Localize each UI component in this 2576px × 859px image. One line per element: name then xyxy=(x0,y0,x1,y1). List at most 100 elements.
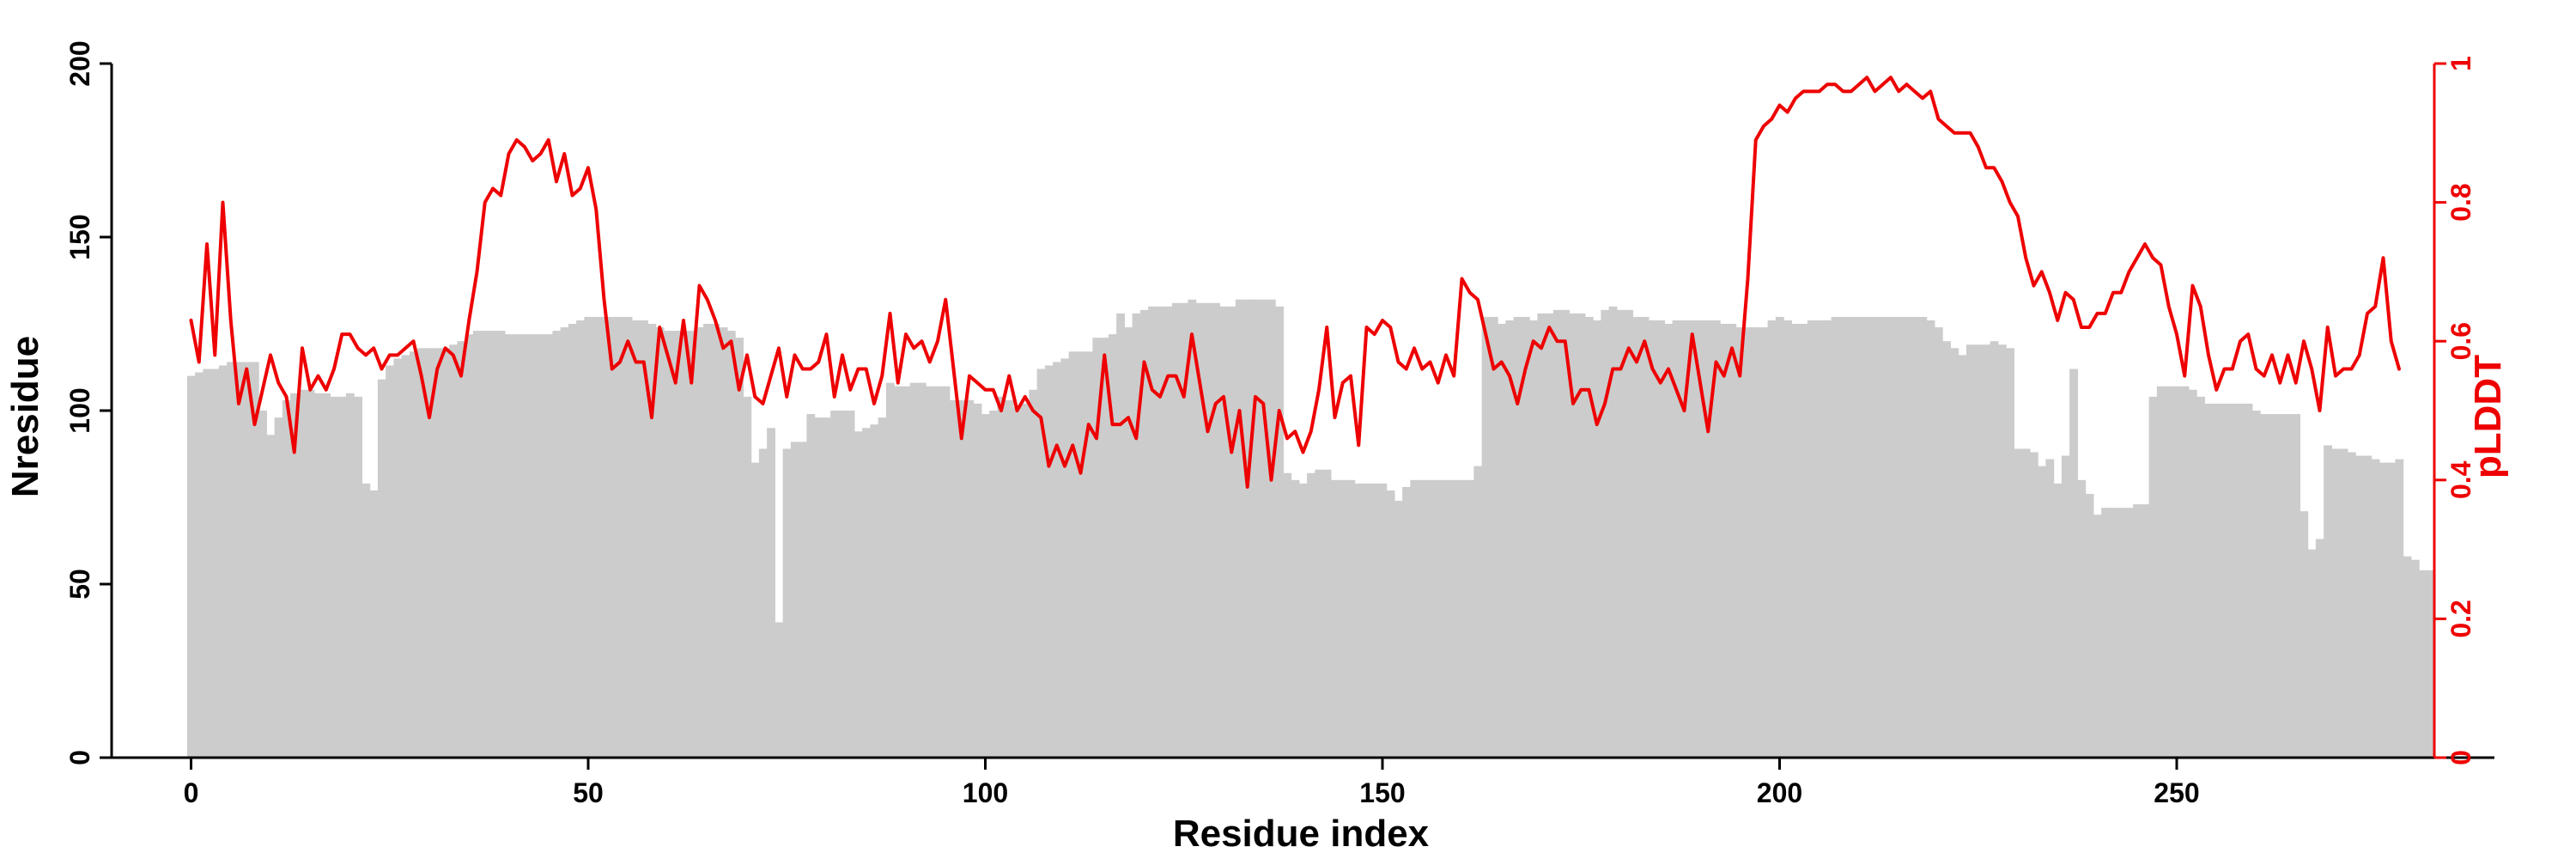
nresidue-bar xyxy=(726,331,736,758)
nresidue-bar xyxy=(1036,369,1046,758)
nresidue-bar xyxy=(1339,479,1347,758)
nresidue-bar xyxy=(576,320,585,758)
nresidue-bar xyxy=(941,386,951,758)
nresidue-bar xyxy=(894,386,902,758)
y2-tick-label: 0.8 xyxy=(2445,183,2476,221)
nresidue-bar xyxy=(1632,316,1642,758)
y-tick-label: 150 xyxy=(64,214,95,259)
nresidue-bar xyxy=(1870,316,1880,758)
nresidue-bar xyxy=(2188,389,2197,758)
nresidue-bar xyxy=(1005,399,1014,758)
nresidue-bar xyxy=(337,396,347,758)
nresidue-bar xyxy=(989,411,998,758)
nresidue-bar xyxy=(345,393,355,758)
nresidue-bar xyxy=(1521,316,1530,758)
nresidue-bar xyxy=(1434,479,1443,758)
nresidue-bar xyxy=(2124,508,2134,758)
nresidue-bar xyxy=(2204,403,2214,758)
nresidue-bar xyxy=(862,428,871,758)
nresidue-bar xyxy=(401,355,410,758)
nresidue-bar xyxy=(743,396,752,758)
nresidue-bar xyxy=(1163,306,1173,758)
nresidue-bar xyxy=(1593,320,1601,758)
nresidue-bar xyxy=(735,338,744,758)
y2-axis-title: pLDDT xyxy=(2467,355,2509,478)
nresidue-bar xyxy=(790,442,799,758)
nresidue-bar xyxy=(354,396,362,758)
nresidue-bar xyxy=(1354,483,1364,758)
nresidue-bar xyxy=(1044,365,1054,758)
nresidue-bar xyxy=(616,316,625,758)
nresidue-bar xyxy=(655,327,665,758)
nresidue-bar xyxy=(234,362,244,758)
nresidue-bar xyxy=(2077,479,2087,758)
nresidue-bar xyxy=(2307,549,2317,758)
nresidue-bar xyxy=(902,386,911,758)
nresidue-bar xyxy=(2300,511,2309,758)
nresidue-bar xyxy=(1982,344,1991,758)
nresidue-bar xyxy=(1060,358,1070,758)
nresidue-bar xyxy=(1561,309,1570,758)
nresidue-bar xyxy=(1180,302,1188,758)
nresidue-bar xyxy=(2228,403,2237,758)
nresidue-bar xyxy=(2244,403,2253,758)
nresidue-bar xyxy=(997,396,1006,758)
nresidue-bar xyxy=(1084,351,1093,758)
nresidue-bar xyxy=(846,411,855,758)
nresidue-bar xyxy=(2324,445,2332,758)
nresidue-bar xyxy=(1346,479,1356,758)
nresidue-bar xyxy=(1203,302,1212,758)
y-tick-label: 200 xyxy=(64,40,95,86)
nresidue-bar xyxy=(1195,302,1205,758)
nresidue-bar xyxy=(496,331,506,758)
nresidue-bar xyxy=(1402,486,1411,758)
nresidue-bars xyxy=(186,299,2436,758)
nresidue-bar xyxy=(933,386,943,758)
nresidue-bar xyxy=(250,362,259,758)
nresidue-bar xyxy=(2172,386,2182,758)
nresidue-bar xyxy=(393,358,403,758)
nresidue-bar xyxy=(1886,316,1896,758)
nresidue-bar xyxy=(782,448,792,758)
nresidue-bar xyxy=(822,417,831,758)
nresidue-bar xyxy=(457,341,466,758)
nresidue-bar xyxy=(306,389,315,758)
nresidue-bar xyxy=(806,414,816,758)
nresidue-bar xyxy=(568,324,577,758)
nresidue-bar xyxy=(298,389,307,758)
nresidue-bar xyxy=(711,324,720,758)
nresidue-bar xyxy=(1743,327,1753,758)
nresidue-bar xyxy=(599,316,609,758)
nresidue-bar xyxy=(520,334,530,758)
nresidue-bar xyxy=(878,417,887,758)
nresidue-bar xyxy=(2141,504,2150,758)
nresidue-bar xyxy=(481,331,489,758)
nresidue-bar xyxy=(186,375,196,758)
nresidue-bar xyxy=(1529,320,1538,758)
nresidue-bar xyxy=(623,316,633,758)
nresidue-bar xyxy=(2339,448,2348,758)
nresidue-bar xyxy=(1139,309,1149,758)
x-tick-label: 250 xyxy=(2154,777,2199,808)
nresidue-bar xyxy=(2410,559,2420,758)
nresidue-bar xyxy=(258,411,267,758)
nresidue-bar xyxy=(2260,414,2269,758)
nresidue-bar xyxy=(1759,327,1769,758)
nresidue-bar xyxy=(417,348,426,758)
nresidue-bar xyxy=(218,365,228,758)
nresidue-bar xyxy=(544,334,553,758)
nresidue-bar xyxy=(2395,459,2404,758)
nresidue-bar xyxy=(1132,313,1141,758)
nresidue-bar xyxy=(1942,341,1951,758)
nresidue-bar xyxy=(1068,351,1078,758)
nresidue-bar xyxy=(1934,327,1943,758)
nresidue-bar xyxy=(1442,479,1451,758)
nresidue-bar xyxy=(1926,320,1935,758)
nresidue-bar xyxy=(2109,508,2118,758)
x-axis-title: Residue index xyxy=(1173,813,1430,855)
x-tick-label: 50 xyxy=(573,777,604,808)
nresidue-bar xyxy=(799,442,807,758)
nresidue-bar xyxy=(2212,403,2221,758)
nresidue-bar xyxy=(2371,459,2380,758)
nresidue-bar xyxy=(425,348,434,758)
